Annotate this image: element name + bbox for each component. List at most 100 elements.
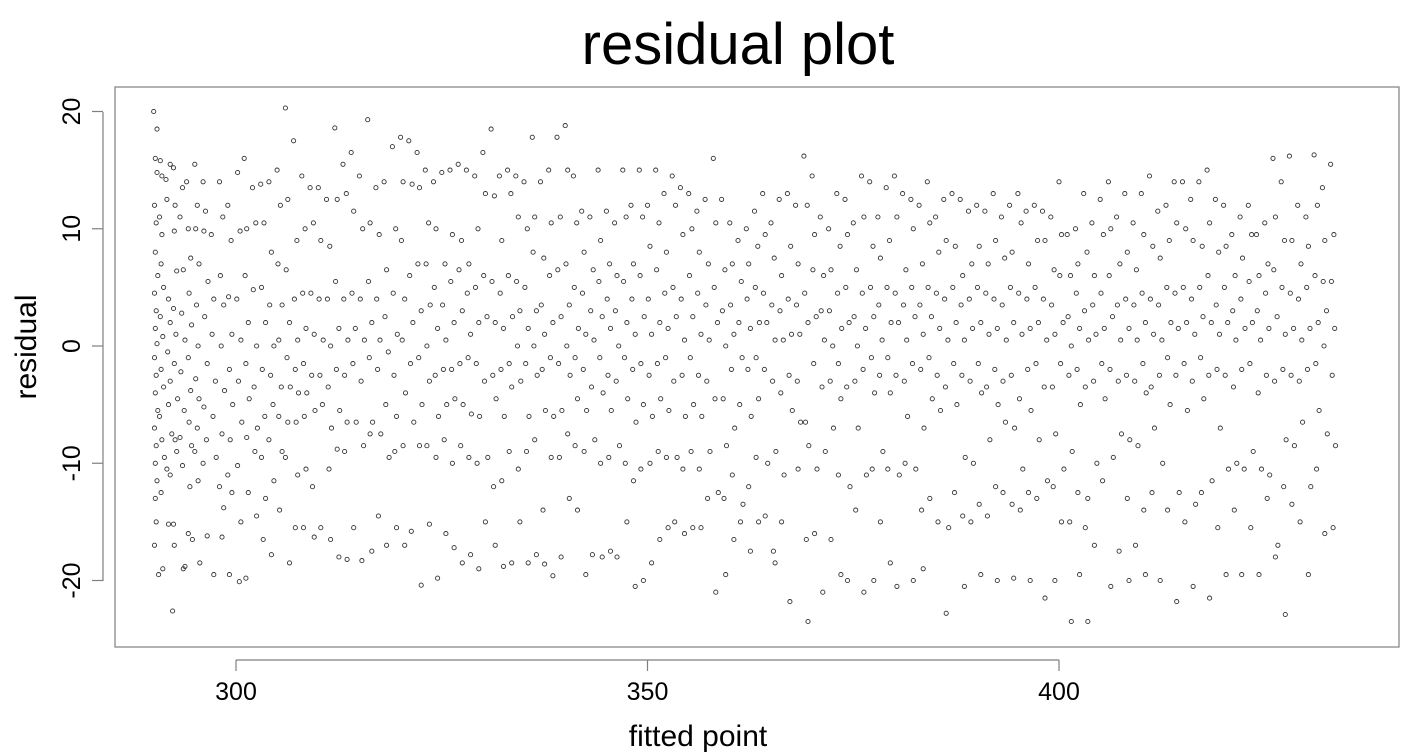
data-point <box>492 320 498 326</box>
data-point <box>422 167 428 173</box>
data-point <box>234 296 240 302</box>
data-point <box>302 226 308 232</box>
data-point <box>1246 278 1252 285</box>
y-axis-label: residual <box>10 294 43 399</box>
data-point <box>732 425 738 431</box>
data-point <box>353 419 359 425</box>
data-point <box>1052 577 1058 584</box>
data-point <box>449 366 455 372</box>
data-point <box>292 366 298 372</box>
data-point <box>1077 325 1083 331</box>
data-point <box>649 560 655 566</box>
data-point <box>1089 220 1095 226</box>
data-point <box>498 366 504 372</box>
data-point <box>440 366 446 372</box>
data-point <box>1314 466 1320 472</box>
data-point <box>572 355 578 361</box>
data-point <box>612 220 618 226</box>
data-point <box>1000 378 1006 384</box>
data-point <box>779 273 785 279</box>
data-point <box>1258 337 1264 343</box>
data-point <box>789 407 795 414</box>
data-point <box>1208 320 1214 326</box>
data-point <box>221 302 227 308</box>
data-point <box>711 284 717 290</box>
data-point <box>315 185 321 191</box>
data-point <box>764 320 770 326</box>
data-point <box>839 325 845 331</box>
data-point <box>624 320 630 326</box>
data-point <box>671 378 677 384</box>
data-point <box>835 472 841 478</box>
data-point <box>658 396 664 402</box>
data-point <box>556 361 562 367</box>
data-point <box>847 484 853 490</box>
data-point <box>1223 572 1229 578</box>
data-point <box>151 355 158 361</box>
data-point <box>365 117 371 123</box>
data-point <box>279 302 285 308</box>
data-point <box>435 575 441 581</box>
data-point <box>337 407 343 414</box>
data-point <box>1100 478 1106 484</box>
data-point <box>885 466 891 472</box>
data-point <box>603 208 609 214</box>
data-point <box>1241 466 1247 472</box>
data-point <box>993 484 999 490</box>
data-point <box>1207 595 1213 601</box>
data-point <box>384 542 390 548</box>
data-point <box>152 249 158 255</box>
data-point <box>286 560 293 566</box>
data-point <box>151 425 158 431</box>
data-point <box>637 273 643 279</box>
data-point <box>580 366 586 372</box>
data-point <box>458 443 464 449</box>
data-point <box>1091 378 1097 384</box>
data-point <box>352 325 358 331</box>
data-point <box>802 290 808 296</box>
data-points <box>151 105 1339 625</box>
data-point <box>581 448 587 455</box>
data-point <box>442 261 448 267</box>
data-point <box>941 196 947 202</box>
data-point <box>982 208 988 214</box>
data-point <box>1127 437 1133 443</box>
data-point <box>622 460 628 466</box>
data-point <box>334 446 340 452</box>
data-point <box>414 149 420 156</box>
data-point <box>1085 495 1091 501</box>
data-point <box>762 513 768 519</box>
data-point <box>1027 325 1033 331</box>
data-point <box>1198 490 1204 496</box>
data-point <box>572 443 578 449</box>
data-point <box>268 552 274 558</box>
data-point <box>960 513 966 519</box>
x-tick-label: 350 <box>627 678 669 706</box>
data-point <box>704 378 710 384</box>
data-point <box>674 454 680 460</box>
data-point <box>1090 302 1096 308</box>
data-point <box>1073 290 1079 296</box>
data-point <box>720 396 726 402</box>
data-point <box>1007 284 1013 290</box>
data-point <box>1141 232 1147 238</box>
data-point <box>184 179 190 185</box>
data-point <box>723 343 729 349</box>
data-point <box>891 173 897 179</box>
data-point <box>309 372 315 378</box>
data-point <box>805 320 811 326</box>
data-point <box>1039 208 1046 214</box>
data-point <box>193 376 199 382</box>
data-point <box>1214 366 1220 372</box>
data-point <box>663 249 669 255</box>
data-point <box>351 208 357 214</box>
data-point <box>936 249 942 255</box>
data-point <box>737 402 743 408</box>
data-point <box>877 519 883 525</box>
data-point <box>1150 243 1156 249</box>
data-point <box>419 402 425 408</box>
data-point <box>638 361 644 367</box>
data-point <box>867 179 873 185</box>
data-point <box>1330 525 1336 531</box>
data-point <box>1305 572 1311 578</box>
